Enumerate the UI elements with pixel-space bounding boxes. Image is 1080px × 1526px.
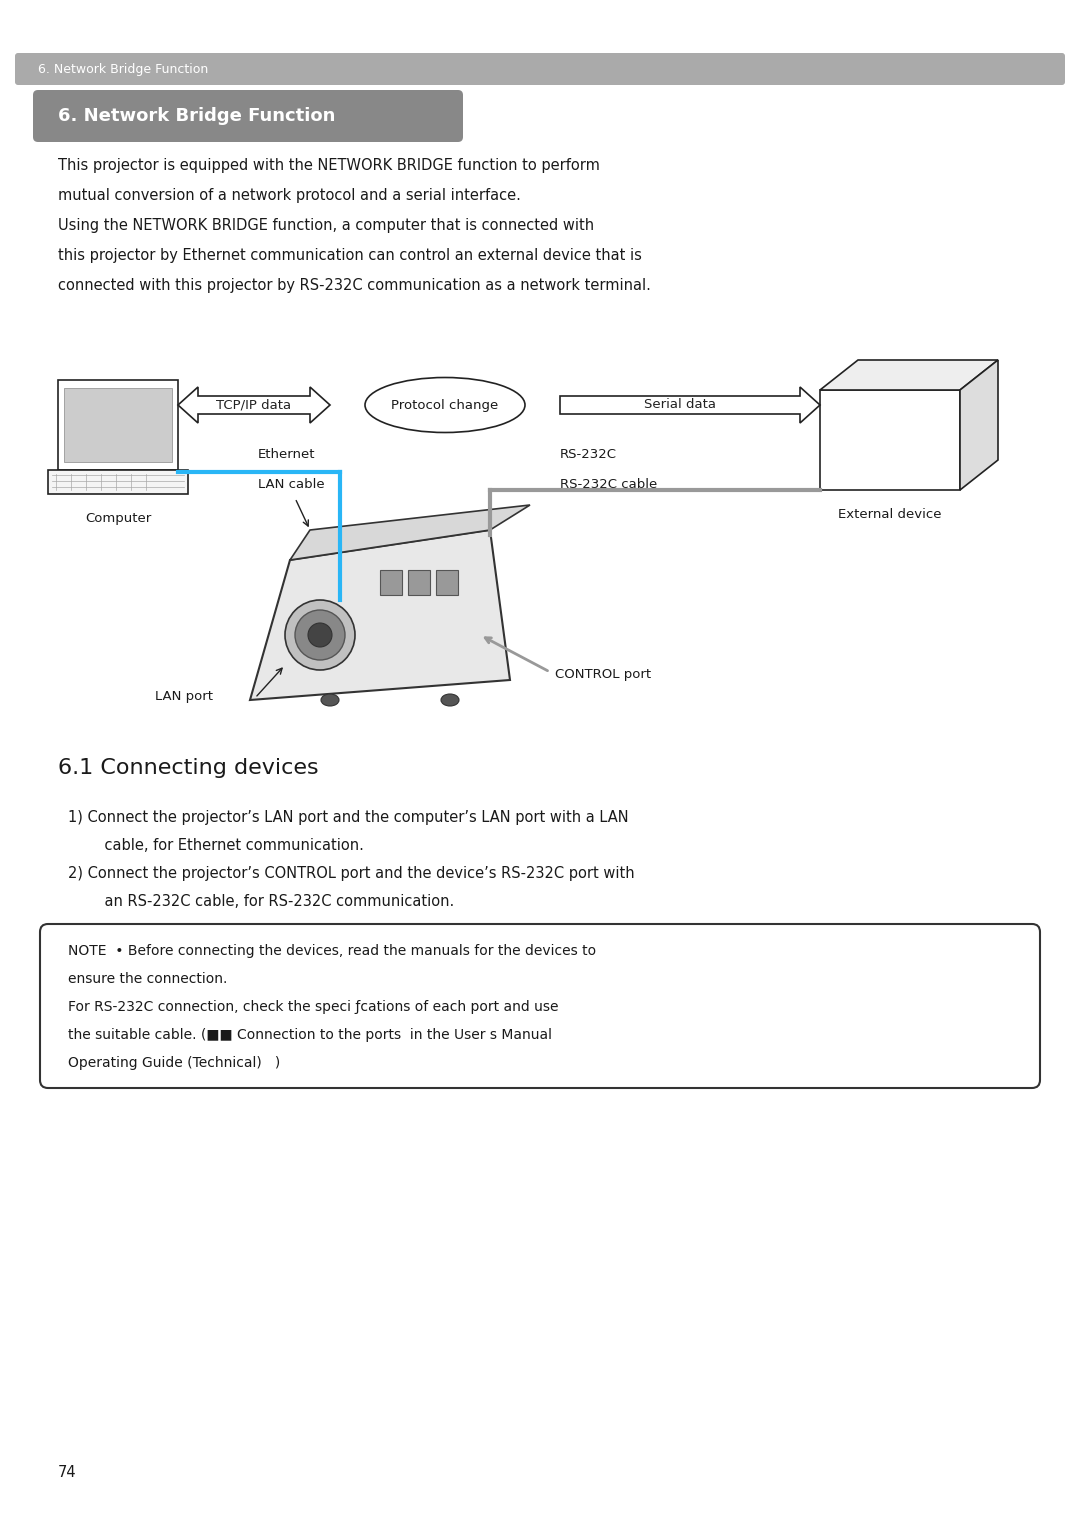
Bar — [436, 571, 458, 595]
Text: 1) Connect the projector’s LAN port and the computer’s LAN port with a LAN: 1) Connect the projector’s LAN port and … — [68, 810, 629, 826]
Text: Using the NETWORK BRIDGE function, a computer that is connected with: Using the NETWORK BRIDGE function, a com… — [58, 218, 594, 233]
Bar — [58, 380, 178, 470]
Text: 74: 74 — [58, 1465, 77, 1480]
Bar — [380, 571, 402, 595]
Text: 2) Connect the projector’s CONTROL port and the device’s RS-232C port with: 2) Connect the projector’s CONTROL port … — [68, 865, 635, 881]
Text: Ethernet: Ethernet — [258, 449, 315, 461]
Polygon shape — [561, 388, 820, 423]
Text: the suitable cable. (■■ Connection to the ports  in the User s Manual: the suitable cable. (■■ Connection to th… — [68, 1029, 552, 1042]
Text: 6. Network Bridge Function: 6. Network Bridge Function — [38, 63, 208, 75]
Bar — [820, 391, 960, 490]
Text: CONTROL port: CONTROL port — [555, 668, 651, 681]
Text: LAN port: LAN port — [156, 690, 213, 703]
Ellipse shape — [321, 694, 339, 707]
Circle shape — [295, 610, 345, 661]
Text: External device: External device — [838, 508, 942, 520]
Bar — [48, 470, 188, 494]
Polygon shape — [249, 530, 510, 700]
Polygon shape — [291, 505, 530, 560]
Polygon shape — [178, 388, 330, 423]
Text: LAN cable: LAN cable — [258, 478, 325, 491]
Text: TCP/IP data: TCP/IP data — [216, 398, 292, 412]
Text: mutual conversion of a network protocol and a serial interface.: mutual conversion of a network protocol … — [58, 188, 521, 203]
Text: cable, for Ethernet communication.: cable, for Ethernet communication. — [86, 838, 364, 853]
Circle shape — [285, 600, 355, 670]
Text: an RS-232C cable, for RS-232C communication.: an RS-232C cable, for RS-232C communicat… — [86, 894, 455, 909]
Text: connected with this projector by RS-232C communication as a network terminal.: connected with this projector by RS-232C… — [58, 278, 651, 293]
Ellipse shape — [441, 694, 459, 707]
Text: Protocol change: Protocol change — [391, 398, 499, 412]
Text: RS-232C: RS-232C — [561, 449, 617, 461]
Bar — [64, 388, 172, 462]
FancyBboxPatch shape — [40, 925, 1040, 1088]
Text: this projector by Ethernet communication can control an external device that is: this projector by Ethernet communication… — [58, 249, 642, 262]
Polygon shape — [960, 360, 998, 490]
Bar — [408, 571, 430, 595]
Text: This projector is equipped with the NETWORK BRIDGE function to perform: This projector is equipped with the NETW… — [58, 159, 599, 172]
Ellipse shape — [365, 377, 525, 432]
Circle shape — [308, 623, 332, 647]
Text: For RS-232C connection, check the speci ƒcations of each port and use: For RS-232C connection, check the speci … — [68, 1000, 558, 1013]
Text: Serial data: Serial data — [644, 398, 716, 412]
Text: RS-232C cable: RS-232C cable — [561, 478, 658, 491]
Text: 6.1 Connecting devices: 6.1 Connecting devices — [58, 758, 319, 778]
Text: NOTE  • Before connecting the devices, read the manuals for the devices to: NOTE • Before connecting the devices, re… — [68, 945, 596, 958]
Polygon shape — [820, 360, 998, 391]
FancyBboxPatch shape — [15, 53, 1065, 85]
Text: 6. Network Bridge Function: 6. Network Bridge Function — [58, 107, 336, 125]
Text: Operating Guide (Technical)   ): Operating Guide (Technical) ) — [68, 1056, 280, 1070]
FancyBboxPatch shape — [33, 90, 463, 142]
Text: Computer: Computer — [85, 513, 151, 525]
Text: ensure the connection.: ensure the connection. — [68, 972, 228, 986]
